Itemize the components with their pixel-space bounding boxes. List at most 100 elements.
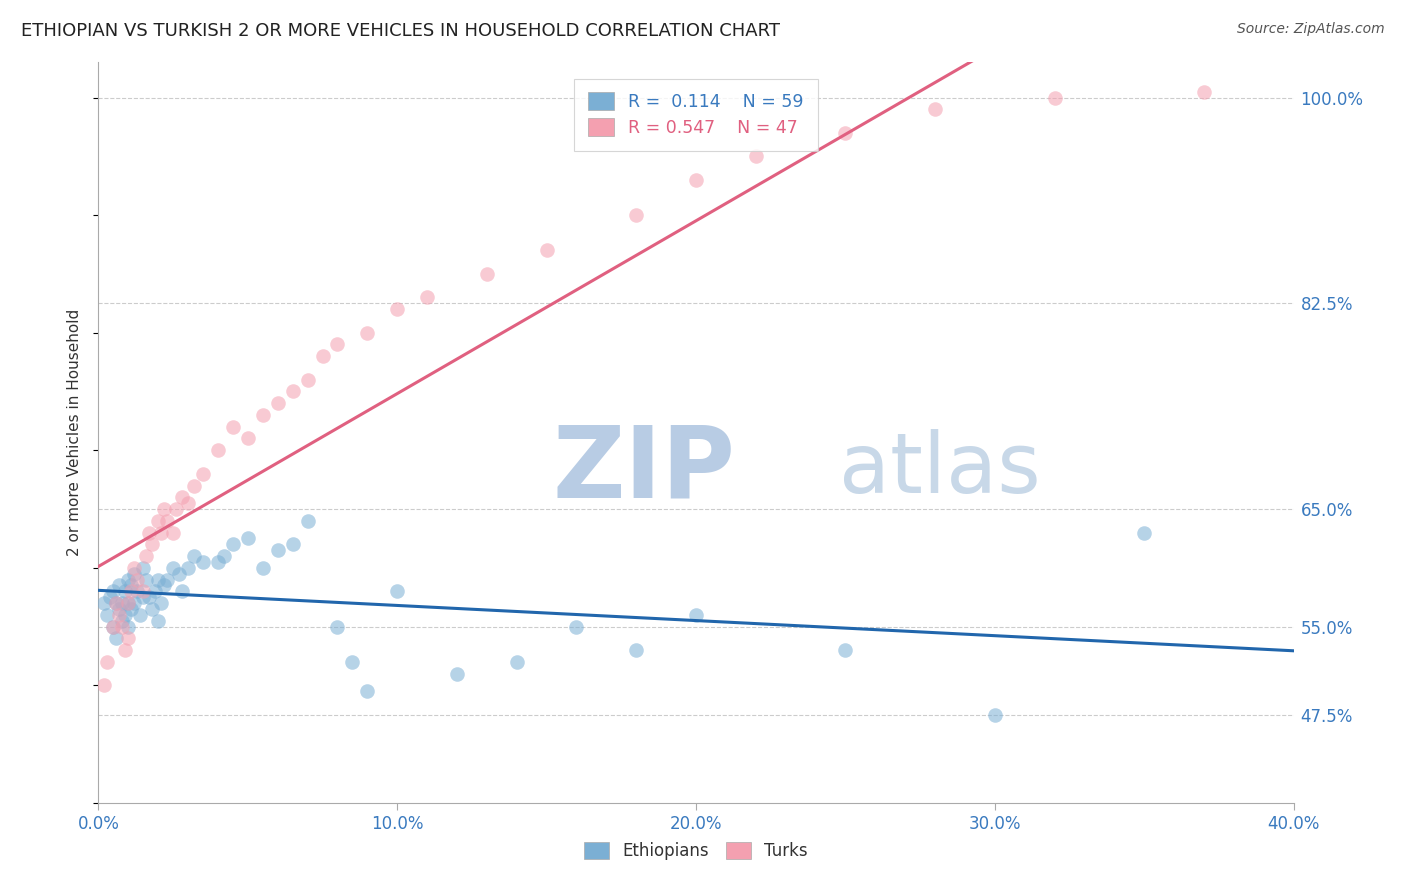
Point <box>135 549 157 563</box>
Point <box>446 666 468 681</box>
Point <box>924 103 946 117</box>
Text: ZIP: ZIP <box>553 421 735 518</box>
Text: atlas: atlas <box>839 429 1040 510</box>
Point <box>297 373 319 387</box>
Point <box>222 537 245 551</box>
Point <box>167 566 190 581</box>
Point <box>536 244 558 258</box>
Point <box>506 655 529 669</box>
Point <box>984 707 1007 722</box>
Point <box>191 555 214 569</box>
Point <box>93 596 115 610</box>
Point <box>236 432 259 446</box>
Point <box>117 573 139 587</box>
Point <box>129 607 152 622</box>
Point <box>565 619 588 633</box>
Point <box>475 267 498 281</box>
Point <box>120 584 142 599</box>
Point <box>626 208 648 222</box>
Point <box>1133 525 1156 540</box>
Point <box>326 619 349 633</box>
Point <box>156 573 179 587</box>
Point <box>117 596 139 610</box>
Point <box>108 578 131 592</box>
Point <box>111 619 134 633</box>
Y-axis label: 2 or more Vehicles in Household: 2 or more Vehicles in Household <box>67 309 83 557</box>
Point <box>385 302 409 317</box>
Point <box>267 543 290 558</box>
Point <box>165 502 187 516</box>
Point <box>156 514 179 528</box>
Point <box>236 532 259 546</box>
Point <box>191 467 214 481</box>
Point <box>114 584 136 599</box>
Point <box>745 149 768 163</box>
Point <box>685 607 707 622</box>
Point <box>385 584 409 599</box>
Point <box>148 614 170 628</box>
Point <box>183 549 205 563</box>
Point <box>132 590 155 604</box>
Point <box>105 596 128 610</box>
Text: ETHIOPIAN VS TURKISH 2 OR MORE VEHICLES IN HOUSEHOLD CORRELATION CHART: ETHIOPIAN VS TURKISH 2 OR MORE VEHICLES … <box>21 22 780 40</box>
Point <box>141 602 163 616</box>
Point <box>172 584 194 599</box>
Point <box>416 290 439 304</box>
Point <box>685 173 707 187</box>
Point <box>212 549 235 563</box>
Point <box>111 596 134 610</box>
Point <box>124 561 146 575</box>
Point <box>103 619 125 633</box>
Point <box>111 614 134 628</box>
Point <box>120 602 142 616</box>
Point <box>117 596 139 610</box>
Point <box>153 578 176 592</box>
Legend: Ethiopians, Turks: Ethiopians, Turks <box>576 834 815 869</box>
Point <box>132 561 155 575</box>
Point <box>207 555 229 569</box>
Point <box>117 619 139 633</box>
Point <box>162 561 184 575</box>
Point <box>281 384 304 399</box>
Point <box>138 525 160 540</box>
Point <box>117 632 139 646</box>
Point <box>177 561 200 575</box>
Point <box>105 596 128 610</box>
Point <box>127 584 149 599</box>
Point <box>96 655 118 669</box>
Text: Source: ZipAtlas.com: Source: ZipAtlas.com <box>1237 22 1385 37</box>
Point <box>207 443 229 458</box>
Point <box>150 596 173 610</box>
Point <box>124 566 146 581</box>
Point <box>120 578 142 592</box>
Point <box>96 607 118 622</box>
Point <box>114 607 136 622</box>
Point <box>143 584 166 599</box>
Point <box>98 590 122 604</box>
Point <box>281 537 304 551</box>
Point <box>172 490 194 504</box>
Point <box>222 419 245 434</box>
Point <box>108 607 131 622</box>
Point <box>252 561 274 575</box>
Point <box>162 525 184 540</box>
Point <box>138 590 160 604</box>
Point <box>311 349 333 363</box>
Point <box>148 514 170 528</box>
Point <box>626 643 648 657</box>
Point <box>103 584 125 599</box>
Point <box>148 573 170 587</box>
Point <box>297 514 319 528</box>
Point <box>252 408 274 422</box>
Point <box>150 525 173 540</box>
Point <box>356 684 378 698</box>
Point <box>132 584 155 599</box>
Point <box>834 126 856 140</box>
Point <box>342 655 364 669</box>
Point <box>834 643 856 657</box>
Point <box>103 619 125 633</box>
Point <box>183 478 205 492</box>
Point <box>1192 85 1215 99</box>
Point <box>356 326 378 340</box>
Point <box>135 573 157 587</box>
